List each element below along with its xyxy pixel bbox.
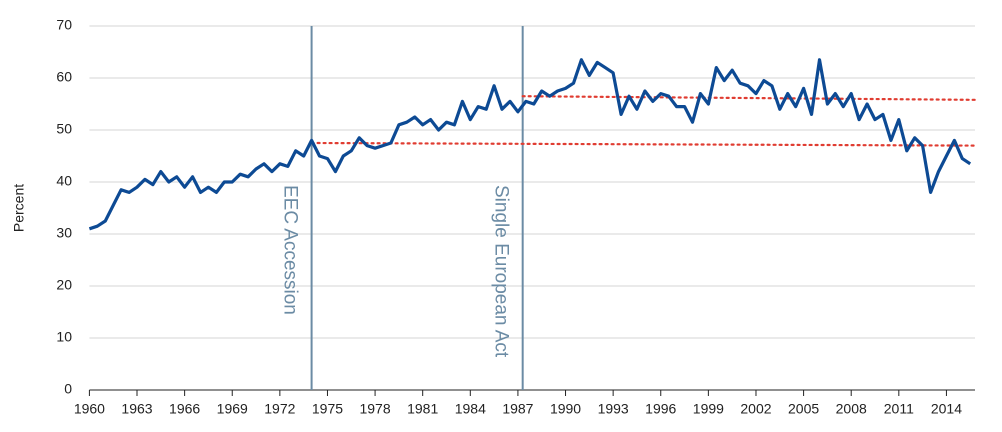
x-tick-label: 1972 bbox=[264, 401, 295, 417]
x-tick-label: 1993 bbox=[598, 401, 629, 417]
x-tick-label: 1990 bbox=[550, 401, 581, 417]
event-label: EEC Accession bbox=[280, 185, 301, 315]
y-tick-label: 70 bbox=[56, 17, 72, 33]
x-tick-label: 1981 bbox=[407, 401, 438, 417]
data-line bbox=[88, 58, 972, 231]
event-label: Single European Act bbox=[491, 185, 512, 358]
y-tick-label: 50 bbox=[56, 121, 72, 137]
x-tick-label: 1978 bbox=[359, 401, 390, 417]
y-tick-label: 20 bbox=[56, 277, 72, 293]
y-tick-label: 10 bbox=[56, 329, 72, 345]
x-tick-label: 2008 bbox=[836, 401, 867, 417]
y-tick-label: 40 bbox=[56, 173, 72, 189]
x-tick-label: 2002 bbox=[740, 401, 771, 417]
x-tick-label: 1963 bbox=[121, 401, 152, 417]
x-tick-label: 2011 bbox=[884, 401, 914, 417]
y-tick-label: 60 bbox=[56, 69, 72, 85]
reference-line bbox=[521, 95, 977, 101]
x-tick-label: 1984 bbox=[455, 401, 486, 417]
x-tick-label: 1987 bbox=[502, 401, 533, 417]
x-tick-label: 2014 bbox=[931, 401, 962, 417]
x-tick-label: 1999 bbox=[693, 401, 724, 417]
x-tick-label: 1996 bbox=[645, 401, 676, 417]
reference-line bbox=[310, 141, 977, 147]
x-tick-label: 1969 bbox=[217, 401, 248, 417]
x-tick-label: 1966 bbox=[169, 401, 200, 417]
y-tick-label: 30 bbox=[56, 225, 72, 241]
y-axis-label: Percent bbox=[11, 184, 27, 232]
x-tick-label: 1975 bbox=[312, 401, 343, 417]
y-tick-label: 0 bbox=[64, 381, 72, 397]
x-tick-label: 2005 bbox=[788, 401, 819, 417]
x-tick-label: 1960 bbox=[74, 401, 105, 417]
